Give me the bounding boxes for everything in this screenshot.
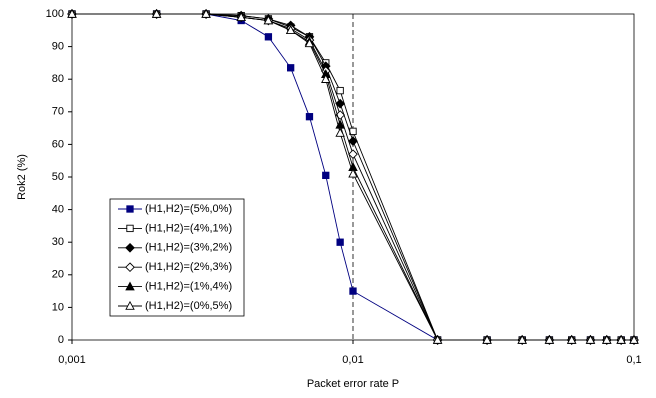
data-point xyxy=(544,334,555,344)
x-tick-label: 0,1 xyxy=(626,354,641,366)
data-point xyxy=(201,8,211,18)
legend-label: (H1,H2)=(5%,0%) xyxy=(145,203,232,215)
y-tick-label: 90 xyxy=(52,41,64,53)
y-tick-label: 50 xyxy=(52,171,64,183)
data-point xyxy=(322,171,330,180)
data-point xyxy=(348,149,358,160)
y-tick-label: 80 xyxy=(52,73,64,85)
legend-marker xyxy=(125,300,135,310)
y-tick-label: 0 xyxy=(58,334,64,346)
y-tick-label: 40 xyxy=(52,204,64,216)
y-tick-label: 60 xyxy=(52,138,64,150)
data-point xyxy=(67,8,77,18)
legend-label: (H1,H2)=(2%,3%) xyxy=(145,261,232,273)
data-point xyxy=(432,334,443,344)
data-point xyxy=(335,127,345,137)
data-point xyxy=(236,12,246,22)
legend-box xyxy=(109,198,245,317)
data-point xyxy=(348,168,358,178)
legend-marker xyxy=(125,242,135,253)
data-point xyxy=(335,98,345,109)
data-point xyxy=(264,33,273,41)
legend-label: (H1,H2)=(1%,4%) xyxy=(145,281,232,293)
data-point xyxy=(349,287,357,295)
y-tick-label: 30 xyxy=(52,236,64,248)
data-point xyxy=(585,334,596,344)
data-point xyxy=(616,334,626,344)
data-point xyxy=(517,334,527,344)
data-point xyxy=(566,334,577,344)
data-point xyxy=(285,25,296,35)
data-point xyxy=(602,334,612,344)
x-axis-title: Packet error rate P xyxy=(307,378,399,390)
y-tick-label: 10 xyxy=(52,301,64,313)
legend-marker xyxy=(125,281,135,291)
data-point xyxy=(263,15,274,25)
y-tick-label: 100 xyxy=(46,8,64,20)
x-tick-label: 0,01 xyxy=(342,354,363,366)
y-tick-label: 70 xyxy=(52,106,64,118)
data-point xyxy=(336,238,344,246)
data-point xyxy=(287,64,295,72)
data-point xyxy=(629,334,639,344)
data-point xyxy=(151,8,162,18)
data-point xyxy=(482,334,492,344)
legend-marker xyxy=(126,205,134,213)
legend-label: (H1,H2)=(3%,2%) xyxy=(145,242,232,254)
data-point xyxy=(304,38,315,48)
y-axis-title: Rok2 (%) xyxy=(16,154,28,200)
data-point xyxy=(336,86,344,95)
data-point xyxy=(321,74,331,83)
legend-marker xyxy=(125,262,135,273)
legend-marker xyxy=(126,224,134,233)
y-tick-label: 20 xyxy=(52,269,64,281)
data-point xyxy=(348,136,358,146)
x-tick-label: 0,001 xyxy=(58,354,86,366)
legend-label: (H1,H2)=(0%,5%) xyxy=(145,300,232,312)
legend-label: (H1,H2)=(4%,1%) xyxy=(145,222,232,234)
data-point xyxy=(305,113,314,121)
